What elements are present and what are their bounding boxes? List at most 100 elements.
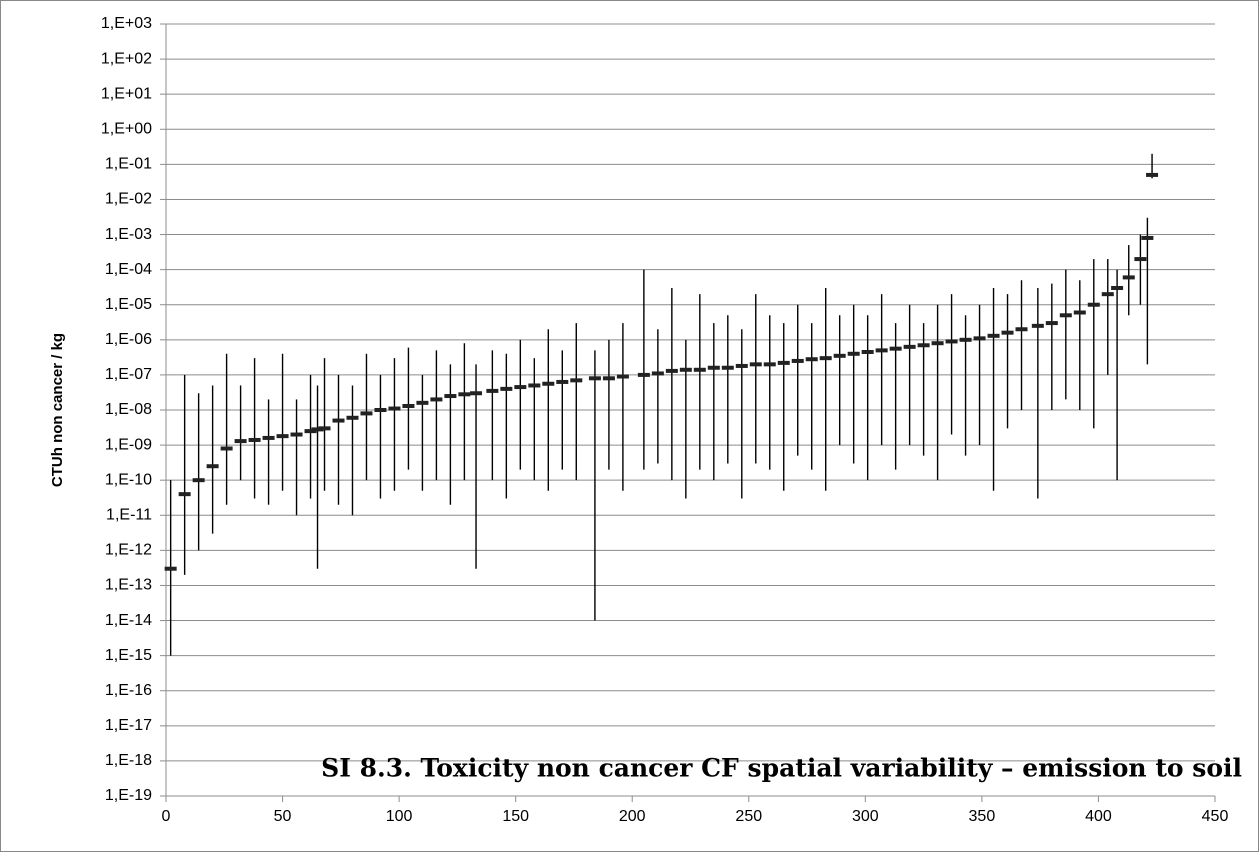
median-marker <box>665 368 678 373</box>
y-tick-label: 1,E-15 <box>105 647 152 664</box>
median-marker <box>360 411 373 416</box>
median-marker <box>987 333 1000 338</box>
median-marker <box>206 464 219 469</box>
median-marker <box>973 336 986 341</box>
median-marker <box>1059 313 1072 318</box>
median-marker <box>528 383 541 388</box>
median-marker <box>588 376 601 381</box>
y-tick-label: 1,E-07 <box>105 366 152 383</box>
median-marker <box>248 437 261 442</box>
median-marker <box>1141 235 1154 240</box>
median-marker <box>819 356 832 361</box>
median-marker <box>861 349 874 354</box>
median-marker <box>556 379 569 384</box>
median-marker <box>651 371 664 376</box>
y-tick-label: 1,E-13 <box>105 577 152 594</box>
y-tick-label: 1,E-06 <box>105 331 152 348</box>
x-tick-label: 300 <box>852 808 879 825</box>
median-marker <box>290 432 303 437</box>
median-marker <box>192 478 205 483</box>
median-marker <box>637 372 650 377</box>
median-marker <box>889 346 902 351</box>
median-marker <box>1111 285 1124 290</box>
median-marker <box>430 397 443 402</box>
median-marker <box>959 337 972 342</box>
median-marker <box>416 400 429 405</box>
median-marker <box>318 426 331 431</box>
x-tick-label: 200 <box>619 808 646 825</box>
median-marker <box>945 339 958 344</box>
median-marker <box>220 446 233 451</box>
median-marker <box>164 566 177 571</box>
y-tick-label: 1,E+03 <box>101 15 152 32</box>
y-tick-label: 1,E-16 <box>105 682 152 699</box>
y-tick-label: 1,E-19 <box>105 787 152 804</box>
median-marker <box>1073 310 1086 315</box>
median-marker <box>234 439 247 444</box>
median-marker <box>458 392 471 397</box>
y-tick-label: 1,E-02 <box>105 191 152 208</box>
median-marker <box>833 353 846 358</box>
x-tick-label: 250 <box>735 808 762 825</box>
y-tick-label: 1,E-03 <box>105 226 152 243</box>
y-tick-label: 1,E+02 <box>101 50 152 67</box>
median-marker <box>707 365 720 370</box>
median-marker <box>735 363 748 368</box>
median-marker <box>791 358 804 363</box>
median-marker <box>500 386 513 391</box>
x-tick-label: 400 <box>1085 808 1112 825</box>
median-marker <box>1045 321 1058 326</box>
median-marker <box>805 357 818 362</box>
chart-title: SI 8.3. Toxicity non cancer CF spatial v… <box>321 754 1242 783</box>
y-tick-label: 1,E-11 <box>106 506 152 523</box>
median-marker <box>1015 327 1028 332</box>
y-tick-label: 1,E-10 <box>105 471 152 488</box>
median-marker <box>1001 330 1014 335</box>
median-marker <box>311 427 324 432</box>
median-marker <box>1146 172 1159 177</box>
median-marker <box>693 367 706 372</box>
y-tick-label: 1,E-08 <box>105 401 152 418</box>
y-tick-label: 1,E-17 <box>105 717 152 734</box>
median-marker <box>470 391 483 396</box>
median-marker <box>276 434 289 439</box>
median-marker <box>749 362 762 367</box>
median-marker <box>304 429 317 434</box>
median-marker <box>903 344 916 349</box>
y-axis-label: CTUh non cancer / kg <box>49 333 66 487</box>
median-marker <box>721 365 734 370</box>
median-marker <box>875 348 888 353</box>
median-marker <box>602 376 615 381</box>
median-marker <box>917 343 930 348</box>
median-marker <box>616 374 629 379</box>
y-tick-label: 1,E-09 <box>105 436 152 453</box>
median-marker <box>679 367 692 372</box>
y-tick-label: 1,E+01 <box>101 85 152 102</box>
x-tick-label: 0 <box>162 808 171 825</box>
y-tick-label: 1,E-14 <box>105 612 152 629</box>
x-tick-label: 450 <box>1202 808 1229 825</box>
median-marker <box>847 351 860 356</box>
median-marker <box>777 360 790 365</box>
median-marker <box>332 418 345 423</box>
median-marker <box>931 341 944 346</box>
median-marker <box>542 381 555 386</box>
median-marker <box>514 385 527 390</box>
median-marker <box>486 388 499 393</box>
median-marker <box>1134 257 1147 262</box>
median-marker <box>346 415 359 420</box>
x-tick-label: 100 <box>386 808 413 825</box>
median-marker <box>1031 323 1044 328</box>
y-tick-label: 1,E-04 <box>105 261 152 278</box>
median-marker <box>402 404 415 409</box>
median-marker <box>262 435 275 440</box>
median-marker <box>388 406 401 411</box>
median-marker <box>1101 292 1114 297</box>
median-marker <box>374 408 387 412</box>
median-marker <box>444 394 457 399</box>
x-tick-label: 50 <box>274 808 292 825</box>
median-marker <box>178 492 191 497</box>
median-marker <box>1122 275 1135 280</box>
